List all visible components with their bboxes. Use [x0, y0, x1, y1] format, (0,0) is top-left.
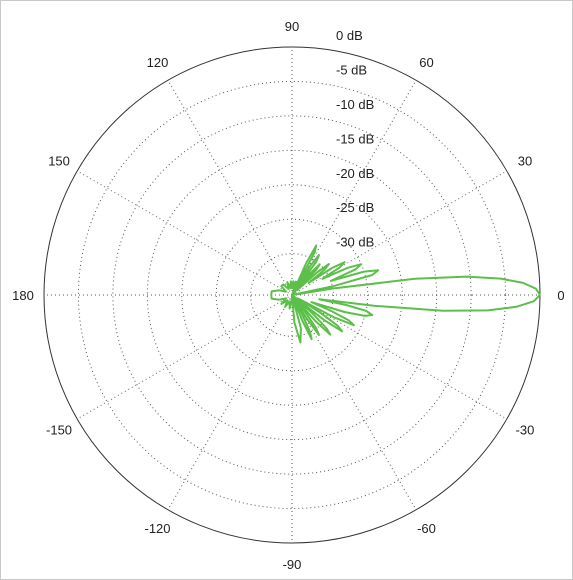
angle-tick-label: -90	[283, 557, 302, 572]
series-line-0	[270, 244, 541, 344]
angle-tick-label: -60	[417, 521, 436, 536]
angle-gridline-11	[291, 294, 508, 420]
radial-tick-labels: 0 dB -5 dB -10 dB -15 dB -20 dB -25 dB -30 dB	[336, 28, 374, 250]
radial-tick-label: -5 dB	[336, 62, 367, 77]
angle-gridline-7	[76, 294, 293, 420]
angle-tick-label: 120	[147, 55, 169, 70]
angle-tick-label: 30	[518, 154, 532, 169]
angle-tick-label: 150	[48, 154, 70, 169]
radial-tick-label: -25 dB	[336, 200, 374, 215]
angle-gridline-2	[291, 79, 417, 296]
angle-tick-label: 90	[285, 19, 299, 34]
angle-gridline-8	[167, 294, 293, 511]
radial-gridline-4	[181, 184, 403, 406]
series-layer	[270, 244, 541, 344]
radial-gridline-2	[112, 115, 472, 475]
polar-grid	[43, 46, 541, 544]
radial-gridline-1	[77, 80, 507, 510]
angle-tick-label: -150	[46, 423, 72, 438]
radial-tick-label: -30 dB	[336, 235, 374, 250]
angle-gridline-5	[76, 170, 293, 296]
radial-gridline-5	[215, 218, 369, 372]
radial-tick-label: -15 dB	[336, 131, 374, 146]
angle-gridline-4	[167, 79, 293, 296]
angle-tick-label: -30	[516, 423, 535, 438]
angle-gridline-1	[291, 170, 508, 296]
angle-tick-label: 180	[12, 288, 34, 303]
angle-tick-label: 60	[419, 55, 433, 70]
radial-tick-label: -20 dB	[336, 166, 374, 181]
angle-tick-label: -120	[144, 521, 170, 536]
radial-gridline-6	[250, 253, 334, 337]
angle-tick-label: 0	[557, 288, 564, 303]
angle-tick-labels: 0 30 60 90 120 150 180 -150 -120 -90 -60 -30	[12, 19, 564, 572]
radial-tick-label: -10 dB	[336, 97, 374, 112]
radial-tick-label: 0 dB	[336, 28, 363, 43]
angle-gridline-10	[291, 294, 417, 511]
